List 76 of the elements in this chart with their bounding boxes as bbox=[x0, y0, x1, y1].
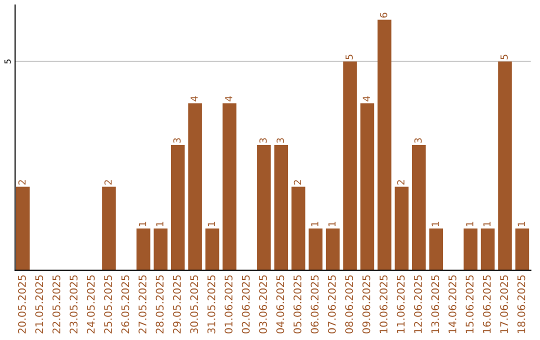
data-label: 1 bbox=[208, 222, 215, 226]
x-tick-label: 15.06.2025 bbox=[466, 275, 474, 333]
data-label: 1 bbox=[466, 222, 474, 226]
bar bbox=[378, 20, 392, 270]
data-label: 4 bbox=[225, 96, 232, 102]
x-tick-label: 22.05.2025 bbox=[52, 275, 60, 334]
bar bbox=[326, 228, 340, 270]
x-tick-label: 09.06.2025 bbox=[362, 275, 370, 334]
data-label: 1 bbox=[328, 222, 336, 226]
x-tick-label: 24.05.2025 bbox=[86, 275, 95, 334]
bar bbox=[360, 103, 374, 270]
data-label: 3 bbox=[276, 138, 284, 143]
data-label: 1 bbox=[138, 222, 146, 226]
data-label: 3 bbox=[173, 138, 181, 143]
x-tick-label: 08.06.2025 bbox=[345, 275, 354, 334]
bar bbox=[480, 228, 495, 270]
x-tick-label: 16.06.2025 bbox=[482, 275, 491, 333]
data-label: 6 bbox=[380, 12, 388, 18]
x-tick-label: 07.06.2025 bbox=[328, 275, 336, 334]
x-tick-label: 13.06.2025 bbox=[431, 275, 440, 333]
x-tick-label: 12.06.2025 bbox=[414, 275, 422, 333]
x-tick-label: 01.06.2025 bbox=[224, 275, 233, 334]
x-tick-label: 31.05.2025 bbox=[207, 275, 216, 334]
x-tick-label: 23.05.2025 bbox=[70, 275, 78, 334]
bar bbox=[274, 145, 288, 270]
data-label: 5 bbox=[500, 54, 508, 60]
x-tick-label: 11.06.2025 bbox=[396, 275, 405, 333]
data-label: 1 bbox=[311, 222, 318, 226]
x-tick-label: 05.06.2025 bbox=[294, 275, 302, 334]
bar bbox=[343, 61, 357, 270]
data-label: 2 bbox=[397, 180, 404, 185]
bar bbox=[188, 103, 202, 270]
x-tick-label: 20.05.2025 bbox=[18, 275, 26, 334]
bar bbox=[464, 228, 478, 270]
bar bbox=[257, 145, 271, 270]
x-tick-label: 04.06.2025 bbox=[276, 275, 284, 334]
data-label: 5 bbox=[346, 54, 353, 60]
data-label: 4 bbox=[362, 96, 370, 102]
bar bbox=[16, 186, 30, 270]
data-label: 1 bbox=[483, 222, 490, 226]
x-tick-label: 14.06.2025 bbox=[448, 275, 456, 333]
data-label: 2 bbox=[294, 180, 302, 185]
data-label: 4 bbox=[190, 96, 198, 102]
x-tick-label: 25.05.2025 bbox=[104, 275, 112, 334]
data-label: 3 bbox=[414, 138, 422, 143]
bar bbox=[412, 145, 426, 270]
data-label: 1 bbox=[432, 222, 439, 226]
bar bbox=[170, 145, 185, 270]
x-tick-label: 27.05.2025 bbox=[138, 275, 146, 334]
x-tick-label: 18.06.2025 bbox=[517, 275, 526, 333]
bar bbox=[515, 228, 530, 270]
bar bbox=[205, 228, 220, 270]
x-tick-label: 10.06.2025 bbox=[380, 275, 388, 333]
bar bbox=[429, 228, 444, 270]
x-tick-label: 26.05.2025 bbox=[121, 275, 130, 334]
data-label: 1 bbox=[156, 222, 164, 226]
bar bbox=[308, 228, 322, 270]
data-label: 1 bbox=[518, 222, 525, 226]
data-label: 3 bbox=[259, 138, 267, 143]
bar bbox=[136, 228, 150, 270]
bar bbox=[291, 186, 306, 270]
x-tick-label: 21.05.2025 bbox=[35, 275, 44, 334]
x-tick-label: 17.06.2025 bbox=[500, 275, 508, 333]
x-tick-label: 30.05.2025 bbox=[190, 275, 198, 334]
x-tick-label: 03.06.2025 bbox=[259, 275, 267, 334]
bar bbox=[102, 186, 116, 270]
x-tick-label: 28.05.2025 bbox=[156, 275, 164, 334]
bar bbox=[394, 186, 409, 270]
bar bbox=[498, 61, 512, 270]
x-tick-label: 29.05.2025 bbox=[172, 275, 181, 334]
bar bbox=[222, 103, 236, 270]
data-label: 2 bbox=[18, 180, 26, 185]
x-tick-label: 06.06.2025 bbox=[310, 275, 319, 334]
x-tick-label: 02.06.2025 bbox=[242, 275, 250, 334]
bar bbox=[154, 228, 168, 270]
data-label: 2 bbox=[104, 180, 112, 185]
